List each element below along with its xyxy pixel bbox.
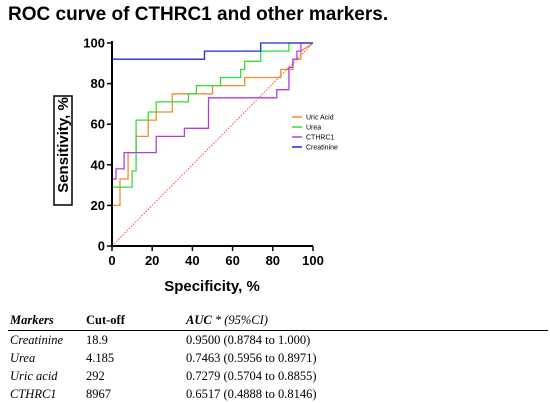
row-marker: Urea [10,351,36,365]
series-line-uric-acid [111,42,314,246]
x-tick-label: 0 [108,253,115,268]
row-auc: 0.7463 (0.5956 to 0.8971) [186,351,317,365]
y-tick-label: 0 [98,239,105,254]
y-axis-title-box [53,95,73,206]
table-header-row: Markers Cut-off AUC * (95%CI) [8,312,548,331]
x-axis-title: Specificity, % [164,278,260,295]
x-tick-label: 40 [185,253,199,268]
header-auc-label: AUC [186,313,212,327]
chart-title: ROC curve of CTHRC1 and other markers. [8,4,389,25]
header-cutoff: Cut-off [84,312,184,331]
row-cutoff: 18.9 [86,333,108,347]
auc-table: Markers Cut-off AUC * (95%CI) Creatinine… [8,312,548,403]
x-tick-label: 20 [145,253,159,268]
row-marker: CTHRC1 [10,387,57,401]
y-tick-label: 40 [91,157,105,172]
y-axis-title: Sensitivity, % [55,97,72,193]
x-tick-label: 80 [266,253,280,268]
table-row: Creatinine 18.9 0.9500 (0.8784 to 1.000) [8,331,548,350]
row-auc: 0.6517 (0.4888 to 0.8146) [186,387,317,401]
row-auc: 0.9500 (0.8784 to 1.000) [186,333,311,347]
y-tick-label: 100 [83,36,105,51]
y-tick-label: 60 [91,117,105,132]
legend-label: Creatinine [306,145,338,152]
y-tick-label: 20 [91,198,105,213]
table-row: CTHRC1 8967 0.6517 (0.4888 to 0.8146) [8,385,548,403]
series-line-cthrc1 [111,42,313,246]
series-line-urea [111,42,313,246]
x-tick-label: 100 [302,253,324,268]
row-marker: Uric acid [10,369,58,383]
table-row: Urea 4.185 0.7463 (0.5956 to 0.8971) [8,349,548,367]
table-row: Uric acid 292 0.7279 (0.5704 to 0.8855) [8,367,548,385]
row-cutoff: 4.185 [86,351,115,365]
legend-label: Uric Acid [306,115,334,122]
x-tick-label: 60 [225,253,239,268]
legend-label: Urea [306,125,321,132]
row-marker: Creatinine [10,333,64,347]
header-auc-suffix: * (95%CI) [211,313,268,327]
legend-label: CTHRC1 [306,135,334,142]
header-markers: Markers [8,312,84,331]
header-auc: AUC * (95%CI) [184,312,548,331]
reference-diagonal-line [111,42,314,247]
y-tick-label: 80 [91,76,105,91]
row-cutoff: 8967 [86,387,111,401]
row-auc: 0.7279 (0.5704 to 0.8855) [186,369,317,383]
row-cutoff: 292 [86,369,105,383]
